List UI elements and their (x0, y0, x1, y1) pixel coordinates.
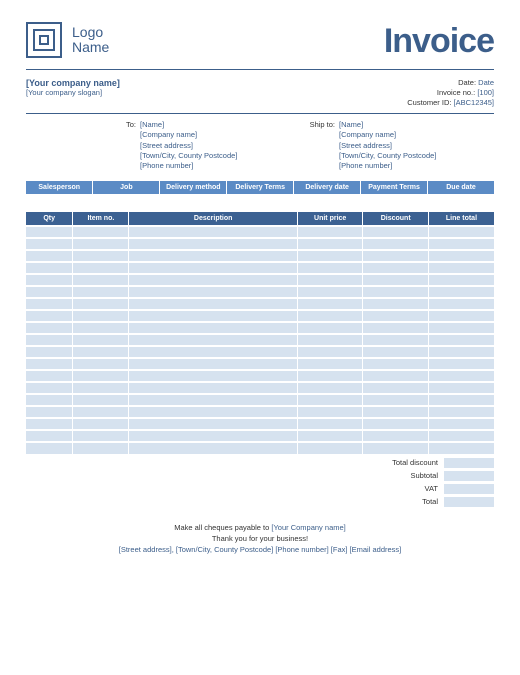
ship-name: [Name] (339, 120, 363, 129)
vat-box (444, 483, 494, 494)
item-row (26, 334, 494, 346)
col-item-no: Item no. (73, 212, 129, 226)
item-row (26, 250, 494, 262)
items-header: Qty Item no. Description Unit price Disc… (26, 212, 494, 226)
item-row (26, 382, 494, 394)
vat-label: VAT (294, 484, 444, 493)
total-label: Total (294, 497, 444, 506)
item-row (26, 322, 494, 334)
delivery-row (26, 194, 494, 206)
item-row (26, 394, 494, 406)
to-city: [Town/City, County Postcode] (96, 151, 295, 161)
item-row (26, 418, 494, 430)
customer-value: [ABC12345] (454, 98, 494, 107)
bill-to: To: [Name] [Company name] [Street address… (96, 120, 295, 171)
item-row (26, 370, 494, 382)
subtotal-label: Subtotal (294, 471, 444, 480)
item-row (26, 226, 494, 238)
item-row (26, 310, 494, 322)
invoice-label: Invoice no.: (437, 88, 475, 97)
date-label: Date: (458, 78, 476, 87)
total-discount-box (444, 457, 494, 468)
item-row (26, 442, 494, 454)
to-label: To: (96, 120, 136, 130)
footer-l3: [Street address], [Town/City, County Pos… (26, 544, 494, 555)
col-job: Job (93, 181, 160, 194)
col-delivery-date: Delivery date (294, 181, 361, 194)
total-box (444, 496, 494, 507)
company-meta: [Your company name] [Your company slogan… (26, 78, 494, 107)
ship-company: [Company name] (295, 130, 494, 140)
item-row (26, 286, 494, 298)
totals: Total discount Subtotal VAT Total (26, 456, 494, 508)
meta-right: Date: Date Invoice no.: [100] Customer I… (407, 78, 494, 107)
col-delivery-terms: Delivery Terms (227, 181, 294, 194)
company-name: [Your company name] (26, 78, 120, 88)
to-phone: [Phone number] (96, 161, 295, 171)
header: Logo Name Invoice (26, 22, 494, 61)
ship-city: [Town/City, County Postcode] (295, 151, 494, 161)
col-due-date: Due date (428, 181, 494, 194)
ship-street: [Street address] (295, 141, 494, 151)
item-row (26, 358, 494, 370)
items-table: Qty Item no. Description Unit price Disc… (26, 212, 494, 454)
logo-line2: Name (72, 40, 109, 55)
item-row (26, 346, 494, 358)
footer: Make all cheques payable to [Your Compan… (26, 522, 494, 556)
col-payment-terms: Payment Terms (361, 181, 428, 194)
item-row (26, 406, 494, 418)
item-row (26, 274, 494, 286)
addresses: To: [Name] [Company name] [Street address… (26, 120, 494, 171)
col-delivery-method: Delivery method (160, 181, 227, 194)
total-discount-label: Total discount (294, 458, 444, 467)
to-company: [Company name] (96, 130, 295, 140)
logo-text: Logo Name (72, 25, 109, 56)
customer-label: Customer ID: (407, 98, 451, 107)
col-salesperson: Salesperson (26, 181, 93, 194)
company-left: [Your company name] [Your company slogan… (26, 78, 120, 107)
ship-label: Ship to: (295, 120, 335, 130)
footer-l2: Thank you for your business! (26, 533, 494, 544)
item-row (26, 262, 494, 274)
ship-to: Ship to: [Name] [Company name] [Street ad… (295, 120, 494, 171)
item-row (26, 430, 494, 442)
item-row (26, 298, 494, 310)
invoice-value: [100] (477, 88, 494, 97)
ship-phone: [Phone number] (295, 161, 494, 171)
col-discount: Discount (363, 212, 429, 226)
item-row (26, 238, 494, 250)
col-unit-price: Unit price (297, 212, 363, 226)
date-value: Date (478, 78, 494, 87)
delivery-table: Salesperson Job Delivery method Delivery… (26, 181, 494, 206)
footer-l1b: [Your Company name] (271, 523, 345, 532)
divider-top (26, 69, 494, 70)
to-street: [Street address] (96, 141, 295, 151)
subtotal-box (444, 470, 494, 481)
footer-l1a: Make all cheques payable to (174, 523, 271, 532)
delivery-header: Salesperson Job Delivery method Delivery… (26, 181, 494, 194)
col-description: Description (129, 212, 297, 226)
company-slogan: [Your company slogan] (26, 88, 120, 97)
totals-inner: Total discount Subtotal VAT Total (294, 456, 494, 508)
to-name: [Name] (140, 120, 164, 129)
logo-block: Logo Name (26, 22, 109, 58)
col-qty: Qty (26, 212, 73, 226)
invoice-title: Invoice (384, 22, 494, 61)
logo-line1: Logo (72, 25, 109, 40)
col-line-total: Line total (428, 212, 494, 226)
divider-mid (26, 113, 494, 114)
logo-icon (26, 22, 62, 58)
